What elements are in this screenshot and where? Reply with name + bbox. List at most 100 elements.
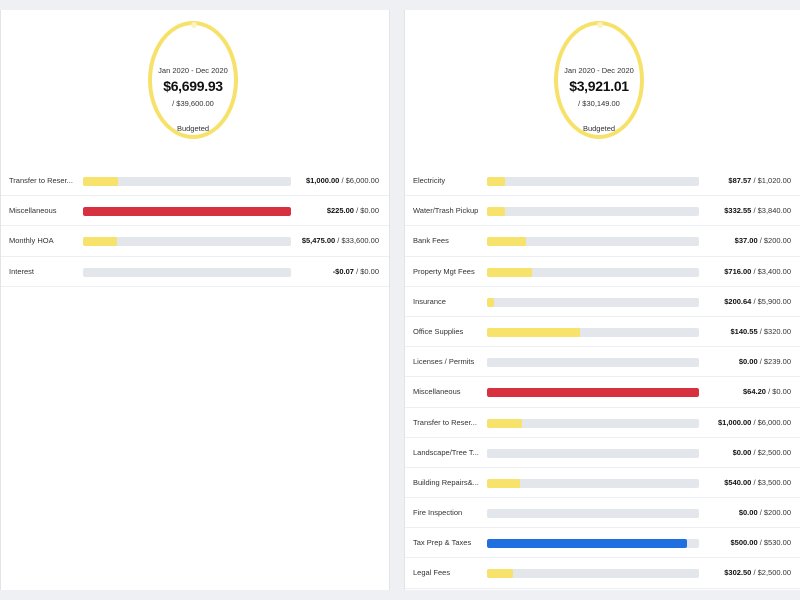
amount-value: $200.64 / $5,900.00 [724,297,791,306]
progress-track [487,177,699,186]
budget-row[interactable]: Property Mgt Fees $716.00 / $3,400.00 [405,257,800,287]
progress-track [487,267,699,277]
spent-amount: $5,475.00 [301,236,336,246]
category-label: Interest [9,266,35,276]
progress-fill [487,267,532,277]
budget-amount: / $6,000.00 [341,176,379,185]
progress-fill [487,478,520,488]
ring-summary: Jan 2020 - Dec 2020 $6,699.93 / $39,600.… [152,25,234,135]
progress-fill [487,207,506,217]
budget-amount: / $5,900.00 [753,296,791,306]
category-label: Office Supplies [413,326,464,336]
amount-value: $5,475.00 / $33,600.00 [302,236,379,245]
ring-summary: Jan 2020 - Dec 2020 $3,921.01 / $30,149.… [558,25,640,135]
budget-row[interactable]: Bank Fees $37.00 / $200.00 [405,226,800,257]
amount-value: $716.00 / $3,400.00 [724,267,791,276]
budget-row[interactable]: Office Supplies $140.55 / $320.00 [405,317,800,348]
budget-category-list: Electricity $87.57 / $1,020.00 Water/Trash… [405,166,800,589]
spent-amount: $1,000.00 [305,176,340,185]
summary-total: / $30,149.00 [578,99,620,108]
budget-amount: / $320.00 [759,326,791,336]
category-label: Insurance [413,296,446,306]
category-label: Monthly HOA [9,236,54,246]
budget-amount: / $530.00 [759,538,791,548]
progress-track [83,177,291,186]
budget-row[interactable]: Landscape/Tree T... $0.00 / $2,500.00 [405,438,800,468]
amount-value: $1,000.00 / $6,000.00 [306,176,379,185]
budget-row[interactable]: Transfer to Reser... $1,000.00 / $6,000.0… [405,408,800,438]
budget-row[interactable]: Building Repairs&... $540.00 / $3,500.00 [405,468,800,499]
progress-fill [487,177,506,186]
budget-row[interactable]: Water/Trash Pickup $332.55 / $3,840.00 [405,196,800,227]
category-label: Miscellaneous [9,206,57,216]
spent-amount: $0.00 [732,447,752,457]
summary-label: Budgeted [582,124,616,133]
budget-row[interactable]: Electricity $87.57 / $1,020.00 [405,166,800,197]
progress-fill [487,539,687,549]
budget-row[interactable]: Insurance $200.64 / $5,900.00 [405,287,800,317]
category-label: Fire Inspection [413,508,463,518]
budget-amount: / $3,840.00 [753,206,791,216]
progress-fill [487,388,699,398]
budget-category-list: Transfer to Reser... $1,000.00 / $6,000.0… [1,166,389,287]
amount-value: $140.55 / $320.00 [731,327,792,336]
budget-amount: / $6,000.00 [753,417,791,427]
spent-amount: $716.00 [724,266,752,276]
summary-amount: $6,699.93 [163,78,223,94]
budget-row[interactable]: Fire Inspection $0.00 / $200.00 [405,498,800,529]
amount-value: $87.57 / $1,020.00 [728,176,791,185]
amount-value: $37.00 / $200.00 [735,236,791,245]
amount-value: $0.00 / $239.00 [739,357,791,366]
budget-amount: / $3,500.00 [753,477,791,487]
budget-row[interactable]: Miscellaneous $64.20 / $0.00 [405,377,800,408]
budget-row[interactable]: Monthly HOA $5,475.00 / $33,600.00 [1,226,389,257]
progress-track [487,539,699,549]
progress-track [487,478,699,488]
spent-amount: $64.20 [743,387,766,397]
progress-fill [487,327,581,337]
category-label: Water/Trash Pickup [413,206,479,216]
budget-panel-left: Jan 2020 - Dec 2020 $6,699.93 / $39,600.… [0,10,390,590]
category-label: Landscape/Tree T... [413,447,479,457]
category-label: Bank Fees [413,236,449,246]
progress-fill [487,569,513,579]
progress-track [83,207,291,217]
amount-value: $540.00 / $3,500.00 [724,478,791,487]
budget-row[interactable]: Tax Prep & Taxes $500.00 / $530.00 [405,528,800,559]
spent-amount: $500.00 [730,538,758,548]
amount-value: $500.00 / $530.00 [731,538,792,547]
spent-amount: -$0.07 [332,266,354,276]
budget-amount: / $0.00 [768,387,791,397]
progress-track [83,237,291,247]
progress-fill [83,237,117,247]
progress-fill [487,237,527,247]
spent-amount: $87.57 [728,176,752,185]
spent-amount: $0.00 [738,357,758,367]
budget-amount: / $2,500.00 [753,447,791,457]
category-label: Electricity [413,176,446,185]
budget-row[interactable]: Licenses / Permits $0.00 / $239.00 [405,347,800,378]
top-bar [0,0,800,10]
budget-row[interactable]: Transfer to Reser... $1,000.00 / $6,000.0… [1,166,389,197]
budget-row[interactable]: Interest -$0.07 / $0.00 [1,257,389,287]
budget-row[interactable]: Legal Fees $302.50 / $2,500.00 [405,558,800,589]
ring-progress-marker [597,22,603,28]
summary-period: Jan 2020 - Dec 2020 [158,66,228,75]
spent-amount: $225.00 [326,206,354,216]
category-label: Miscellaneous [413,387,461,397]
budget-row[interactable]: Miscellaneous $225.00 / $0.00 [1,196,389,227]
budget-amount: / $239.00 [759,357,791,367]
summary-amount: $3,921.01 [569,78,629,94]
budget-amount: / $0.00 [356,206,379,216]
summary-period: Jan 2020 - Dec 2020 [564,66,634,75]
amount-value: $332.55 / $3,840.00 [724,206,791,215]
category-label: Transfer to Reser... [9,176,73,185]
progress-track [83,267,291,277]
progress-track [487,297,699,307]
amount-value: $302.50 / $2,500.00 [724,568,791,577]
progress-fill [83,207,291,217]
amount-value: $225.00 / $0.00 [327,206,379,215]
ring-progress-marker [191,22,197,28]
progress-fill [83,177,118,186]
budget-amount: / $1,020.00 [753,176,791,185]
